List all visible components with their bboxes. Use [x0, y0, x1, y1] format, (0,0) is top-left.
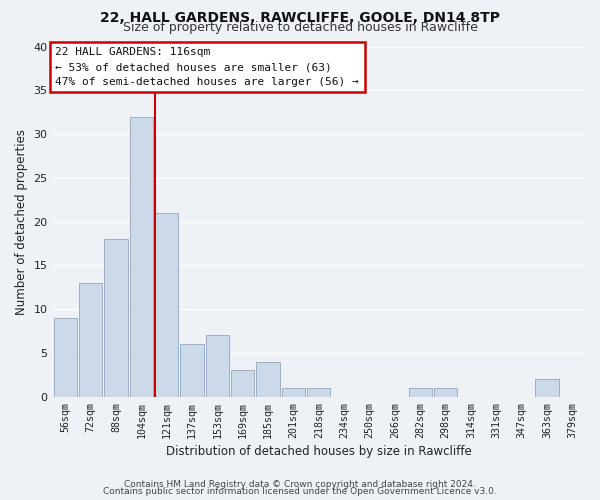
Text: 22 HALL GARDENS: 116sqm
← 53% of detached houses are smaller (63)
47% of semi-de: 22 HALL GARDENS: 116sqm ← 53% of detache…	[55, 47, 359, 87]
Y-axis label: Number of detached properties: Number of detached properties	[15, 128, 28, 314]
Bar	[181, 344, 203, 397]
Bar	[282, 388, 305, 396]
Text: Contains HM Land Registry data © Crown copyright and database right 2024.: Contains HM Land Registry data © Crown c…	[124, 480, 476, 489]
Bar	[79, 283, 102, 397]
Bar	[206, 336, 229, 396]
Bar	[409, 388, 432, 396]
Bar	[155, 213, 178, 396]
Bar	[307, 388, 331, 396]
Bar	[53, 318, 77, 396]
X-axis label: Distribution of detached houses by size in Rawcliffe: Distribution of detached houses by size …	[166, 444, 472, 458]
Bar	[130, 116, 153, 396]
Text: Contains public sector information licensed under the Open Government Licence v3: Contains public sector information licen…	[103, 487, 497, 496]
Bar	[434, 388, 457, 396]
Bar	[256, 362, 280, 396]
Text: 22, HALL GARDENS, RAWCLIFFE, GOOLE, DN14 8TP: 22, HALL GARDENS, RAWCLIFFE, GOOLE, DN14…	[100, 11, 500, 25]
Bar	[231, 370, 254, 396]
Bar	[535, 379, 559, 396]
Text: Size of property relative to detached houses in Rawcliffe: Size of property relative to detached ho…	[122, 22, 478, 35]
Bar	[104, 239, 128, 396]
